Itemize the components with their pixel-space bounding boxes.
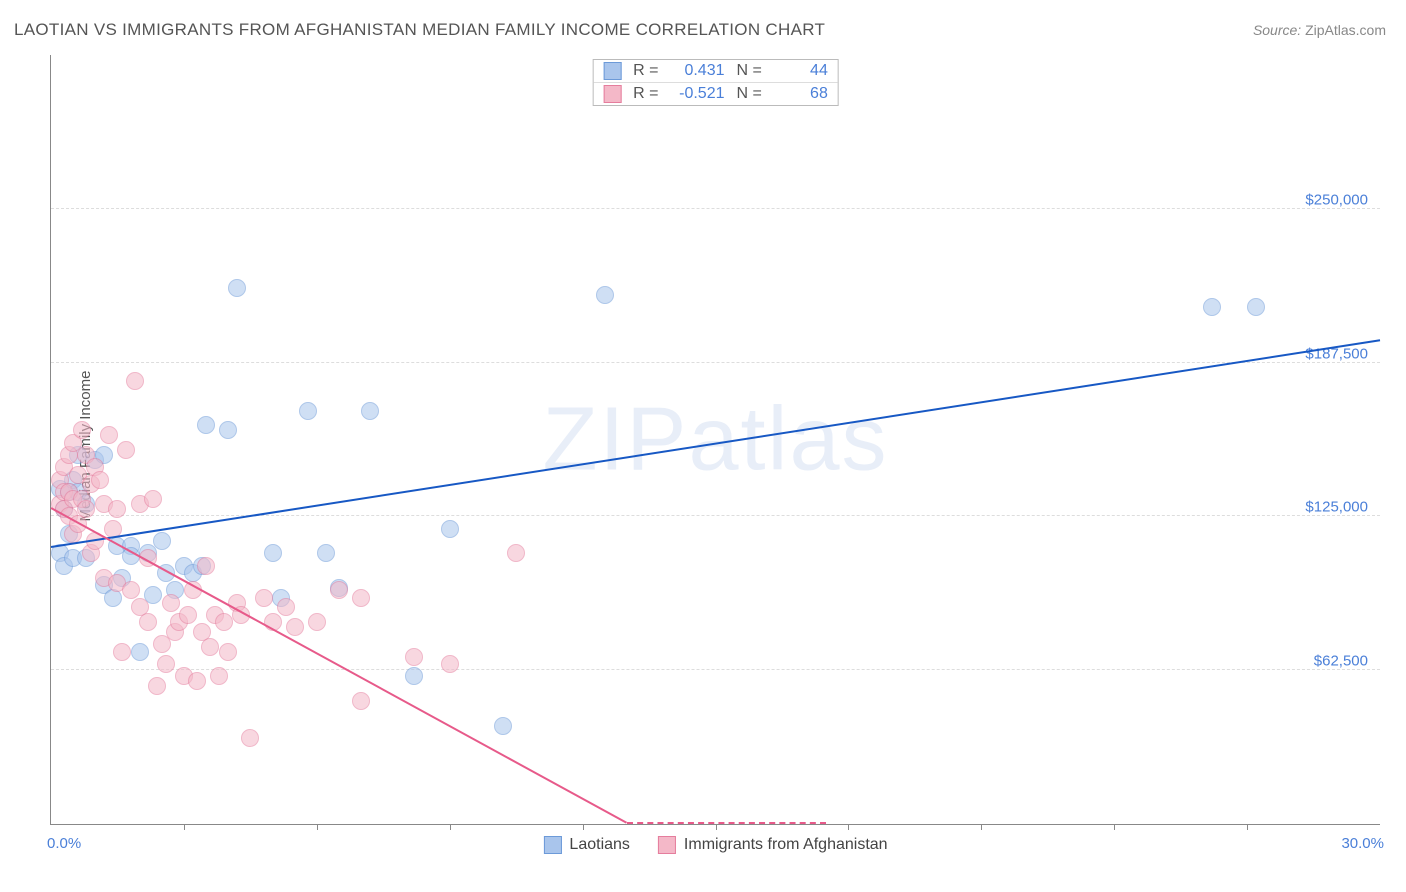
- data-point: [126, 372, 144, 390]
- swatch-series-0: [603, 62, 621, 80]
- data-point: [144, 490, 162, 508]
- stat-r-value-0: 0.431: [667, 62, 725, 80]
- data-point: [441, 520, 459, 538]
- data-point: [197, 557, 215, 575]
- data-point: [131, 643, 149, 661]
- data-point: [113, 643, 131, 661]
- data-point: [179, 606, 197, 624]
- data-point: [277, 598, 295, 616]
- data-point: [210, 667, 228, 685]
- data-point: [139, 613, 157, 631]
- gridline: [51, 669, 1380, 670]
- x-tick: [848, 824, 849, 830]
- source-label: Source:: [1253, 22, 1305, 38]
- x-tick: [981, 824, 982, 830]
- trend-line: [51, 507, 628, 824]
- data-point: [1247, 298, 1265, 316]
- data-point: [441, 655, 459, 673]
- stats-row-series-1: R = -0.521 N = 68: [593, 82, 838, 105]
- data-point: [157, 655, 175, 673]
- data-point: [148, 677, 166, 695]
- stat-r-value-1: -0.521: [667, 85, 725, 103]
- legend-label-1: Immigrants from Afghanistan: [684, 836, 888, 854]
- gridline: [51, 208, 1380, 209]
- data-point: [201, 638, 219, 656]
- x-tick: [450, 824, 451, 830]
- swatch-series-0: [543, 836, 561, 854]
- swatch-series-1: [603, 85, 621, 103]
- data-point: [77, 500, 95, 518]
- data-point: [308, 613, 326, 631]
- data-point: [153, 532, 171, 550]
- data-point: [507, 544, 525, 562]
- data-point: [215, 613, 233, 631]
- x-axis-min-label: 0.0%: [47, 835, 81, 852]
- y-tick-label: $62,500: [1314, 653, 1368, 670]
- data-point: [352, 589, 370, 607]
- data-point: [228, 279, 246, 297]
- stat-n-label: N =: [737, 62, 762, 80]
- data-point: [197, 416, 215, 434]
- bottom-legend: Laotians Immigrants from Afghanistan: [543, 836, 887, 854]
- legend-item-0: Laotians: [543, 836, 630, 854]
- source-value: ZipAtlas.com: [1305, 22, 1386, 38]
- data-point: [299, 402, 317, 420]
- data-point: [330, 581, 348, 599]
- data-point: [352, 692, 370, 710]
- data-point: [108, 500, 126, 518]
- stat-r-label: R =: [633, 62, 658, 80]
- stats-legend: R = 0.431 N = 44 R = -0.521 N = 68: [592, 59, 839, 106]
- data-point: [162, 594, 180, 612]
- data-point: [255, 589, 273, 607]
- data-point: [405, 648, 423, 666]
- legend-label-0: Laotians: [569, 836, 630, 854]
- data-point: [91, 471, 109, 489]
- x-tick: [1114, 824, 1115, 830]
- data-point: [219, 421, 237, 439]
- plot-area: ZIPatlas R = 0.431 N = 44 R = -0.521 N =…: [50, 55, 1380, 825]
- x-tick: [583, 824, 584, 830]
- stat-n-value-0: 44: [770, 62, 828, 80]
- data-point: [241, 729, 259, 747]
- data-point: [1203, 298, 1221, 316]
- data-point: [122, 581, 140, 599]
- data-point: [286, 618, 304, 636]
- data-point: [73, 421, 91, 439]
- data-point: [596, 286, 614, 304]
- stats-row-series-0: R = 0.431 N = 44: [593, 60, 838, 82]
- data-point: [100, 426, 118, 444]
- trend-line: [627, 822, 826, 824]
- stat-r-label: R =: [633, 85, 658, 103]
- chart-container: LAOTIAN VS IMMIGRANTS FROM AFGHANISTAN M…: [0, 0, 1406, 892]
- x-tick: [184, 824, 185, 830]
- data-point: [361, 402, 379, 420]
- chart-title: LAOTIAN VS IMMIGRANTS FROM AFGHANISTAN M…: [14, 20, 825, 40]
- x-tick: [1247, 824, 1248, 830]
- data-point: [494, 717, 512, 735]
- legend-item-1: Immigrants from Afghanistan: [658, 836, 888, 854]
- trend-line: [51, 340, 1380, 549]
- stat-n-value-1: 68: [770, 85, 828, 103]
- data-point: [117, 441, 135, 459]
- data-point: [188, 672, 206, 690]
- swatch-series-1: [658, 836, 676, 854]
- x-tick: [716, 824, 717, 830]
- x-tick: [317, 824, 318, 830]
- gridline: [51, 362, 1380, 363]
- source-attribution: Source: ZipAtlas.com: [1253, 22, 1386, 38]
- watermark: ZIPatlas: [542, 388, 888, 491]
- x-axis-max-label: 30.0%: [1341, 835, 1384, 852]
- data-point: [317, 544, 335, 562]
- data-point: [219, 643, 237, 661]
- y-tick-label: $125,000: [1305, 499, 1368, 516]
- stat-n-label: N =: [737, 85, 762, 103]
- data-point: [264, 544, 282, 562]
- data-point: [405, 667, 423, 685]
- y-tick-label: $250,000: [1305, 191, 1368, 208]
